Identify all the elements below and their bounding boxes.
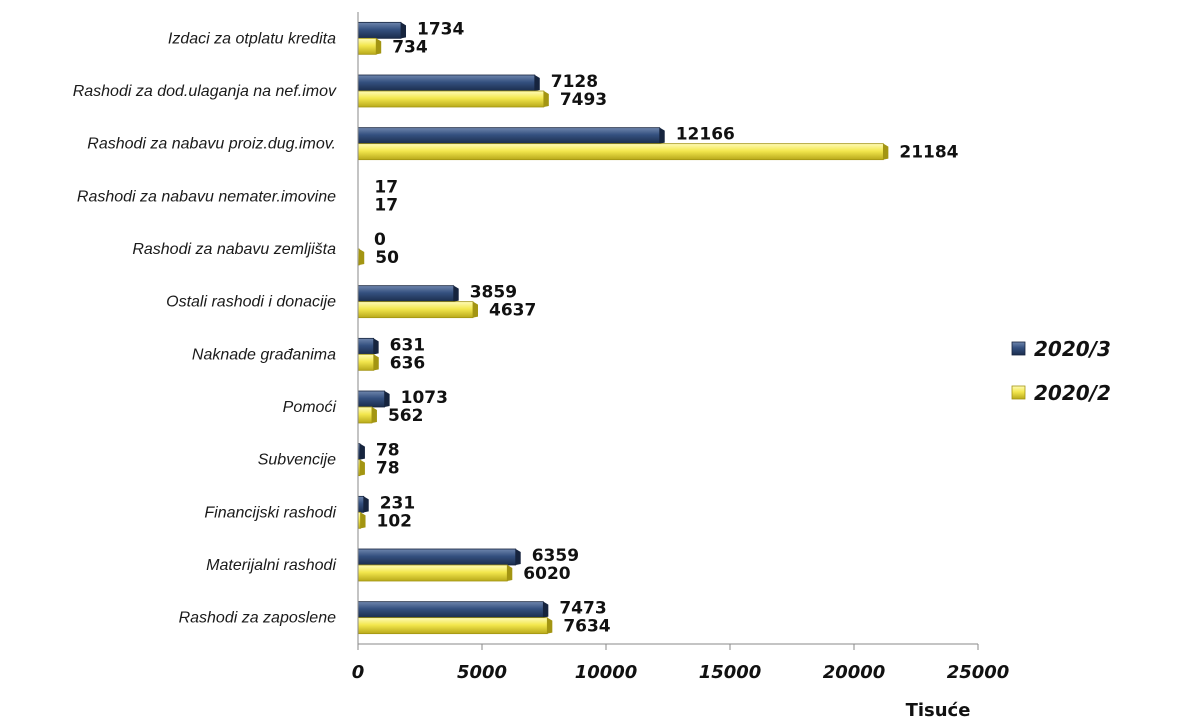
bar-end bbox=[515, 549, 521, 565]
bar-end bbox=[507, 565, 513, 581]
x-tick-label: 20000 bbox=[823, 662, 886, 683]
bar-end bbox=[359, 443, 365, 460]
bar-end bbox=[359, 459, 365, 476]
x-tick-label: 15000 bbox=[699, 662, 762, 683]
bar-2020-3 bbox=[357, 601, 544, 619]
bar-2020-3 bbox=[357, 285, 455, 303]
bar-end bbox=[883, 143, 889, 160]
bar-2020-3 bbox=[357, 337, 375, 355]
data-label: 734 bbox=[392, 37, 428, 57]
data-label: 7473 bbox=[559, 599, 606, 619]
bar-end bbox=[543, 601, 549, 618]
bar-2020-2 bbox=[357, 37, 377, 55]
bar-end bbox=[363, 496, 369, 513]
data-label: 7128 bbox=[551, 72, 598, 92]
legend-label: 2020/3 bbox=[1034, 337, 1111, 361]
category-label: Rashodi za zaposlene bbox=[179, 610, 337, 627]
bar-end bbox=[376, 38, 382, 55]
data-label: 631 bbox=[390, 335, 426, 355]
bar-2020-2 bbox=[357, 406, 373, 424]
bar-end bbox=[371, 407, 377, 423]
legend-label: 2020/2 bbox=[1034, 381, 1111, 405]
bar-2020-3 bbox=[357, 127, 661, 145]
data-label: 3859 bbox=[470, 283, 517, 303]
bar-2020-2 bbox=[357, 564, 508, 582]
bar-end bbox=[547, 617, 553, 634]
bar-end bbox=[360, 512, 366, 529]
category-label: Subvencije bbox=[258, 452, 336, 469]
legend-swatch bbox=[1011, 385, 1026, 400]
bar-end bbox=[373, 338, 379, 355]
bar-2020-3 bbox=[357, 548, 517, 566]
bar-2020-2 bbox=[357, 143, 884, 161]
data-label: 636 bbox=[390, 353, 426, 373]
bar-2020-2 bbox=[357, 617, 548, 635]
x-tick-label: 5000 bbox=[457, 662, 507, 683]
legend-swatch bbox=[1011, 341, 1026, 356]
data-label: 1073 bbox=[401, 388, 448, 408]
bar-2020-2 bbox=[357, 301, 474, 319]
category-label: Pomoći bbox=[283, 399, 337, 416]
bar-2020-3 bbox=[357, 74, 536, 92]
x-tick-label: 0 bbox=[352, 662, 365, 683]
category-label: Izdaci za otplatu kredita bbox=[168, 30, 336, 47]
bar-end bbox=[472, 301, 478, 318]
bar-2020-2 bbox=[357, 353, 375, 371]
data-label: 17 bbox=[374, 195, 398, 215]
legend: 2020/3 2020/2 bbox=[1011, 337, 1111, 405]
x-axis: 0 5000 10000 15000 20000 25000 Tisuće bbox=[352, 12, 1010, 721]
category-label: Ostali rashodi i donacije bbox=[166, 294, 336, 311]
data-label: 78 bbox=[376, 459, 400, 479]
data-label: 7634 bbox=[563, 617, 610, 637]
category-label: Rashodi za dod.ulaganja na nef.imov bbox=[73, 83, 337, 100]
data-label: 6359 bbox=[532, 546, 579, 566]
category-label: Materijalni rashodi bbox=[206, 557, 336, 574]
bar-2020-2 bbox=[357, 90, 545, 108]
bar-end bbox=[453, 285, 459, 302]
bar-end bbox=[534, 75, 540, 91]
data-label: 6020 bbox=[523, 564, 570, 584]
bar-end bbox=[384, 391, 390, 407]
bar-2020-3 bbox=[357, 495, 365, 513]
bar-2020-3 bbox=[357, 390, 386, 408]
category-label: Rashodi za nabavu zemljišta bbox=[132, 241, 336, 258]
data-label: 21184 bbox=[899, 143, 958, 163]
category-label: Rashodi za nabavu nemater.imovine bbox=[77, 188, 336, 205]
data-label: 562 bbox=[388, 406, 424, 426]
bar-end bbox=[659, 127, 665, 144]
data-label: 1734 bbox=[417, 19, 464, 39]
data-label: 0 bbox=[374, 230, 386, 250]
data-label: 50 bbox=[375, 248, 399, 268]
data-label: 102 bbox=[377, 511, 413, 531]
data-label: 7493 bbox=[560, 90, 607, 110]
data-label: 4637 bbox=[489, 301, 536, 321]
category-label: Rashodi za nabavu proiz.dug.imov. bbox=[87, 136, 336, 153]
data-label: 17 bbox=[374, 177, 398, 197]
x-tick-label: 25000 bbox=[947, 662, 1010, 683]
bar-end bbox=[373, 354, 379, 371]
bar-end bbox=[543, 91, 549, 107]
x-tick-label: 10000 bbox=[575, 662, 638, 683]
bar-end bbox=[359, 249, 365, 265]
bars-layer bbox=[357, 21, 889, 635]
bar-2020-3 bbox=[357, 21, 402, 39]
category-label: Financijski rashodi bbox=[204, 504, 336, 521]
category-label: Naknade građanima bbox=[192, 346, 336, 363]
data-label: 78 bbox=[376, 441, 400, 461]
x-axis-title: Tisuće bbox=[906, 700, 971, 721]
data-label: 12166 bbox=[676, 125, 735, 145]
data-label: 231 bbox=[380, 493, 416, 513]
bar-end bbox=[401, 22, 407, 39]
